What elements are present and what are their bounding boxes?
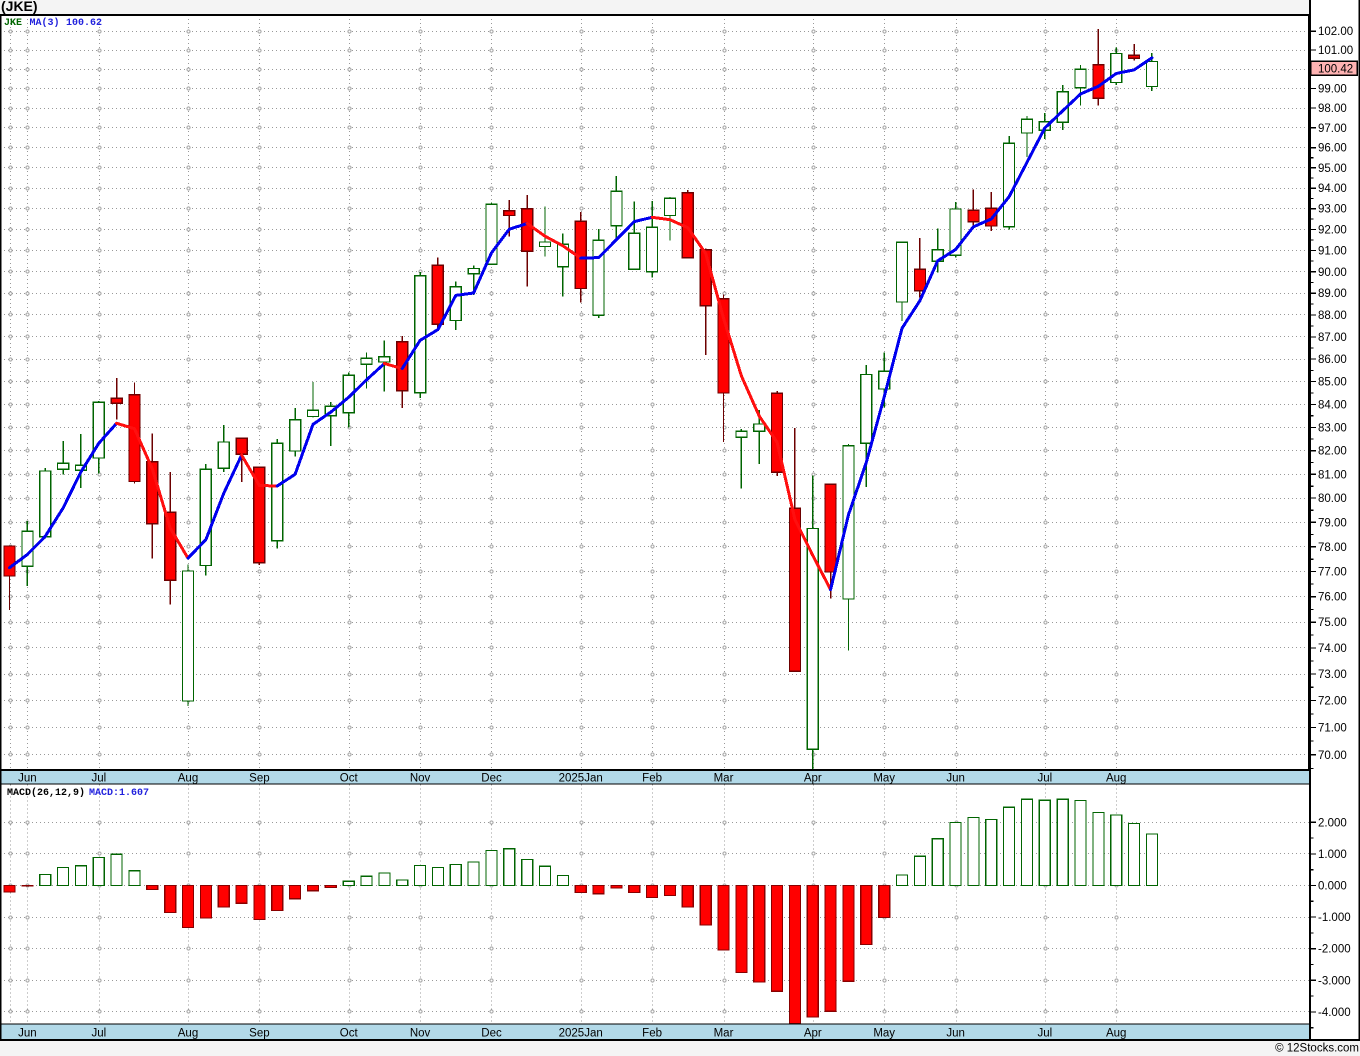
svg-text:May: May: [873, 773, 895, 785]
svg-text:JKE: JKE: [4, 18, 22, 29]
svg-text:96.00: 96.00: [1318, 143, 1347, 155]
svg-text:71.00: 71.00: [1318, 723, 1347, 735]
svg-text:73.00: 73.00: [1318, 669, 1347, 681]
svg-text:MACD(26,12,9): MACD(26,12,9): [7, 787, 85, 799]
svg-text:© 12Stocks.com: © 12Stocks.com: [1275, 1043, 1359, 1055]
svg-text:MA(3): MA(3): [30, 17, 60, 29]
svg-text:MACD:1.607: MACD:1.607: [89, 788, 149, 799]
svg-text:Jul: Jul: [91, 773, 106, 785]
svg-text:99.00: 99.00: [1318, 84, 1347, 96]
svg-text:95.00: 95.00: [1318, 163, 1347, 175]
svg-text:Aug: Aug: [1106, 773, 1126, 785]
svg-text:Dec: Dec: [481, 773, 502, 785]
svg-text:Oct: Oct: [340, 773, 359, 785]
svg-text:Nov: Nov: [410, 773, 431, 785]
svg-text:-2.000: -2.000: [1318, 944, 1351, 956]
svg-text:Jul: Jul: [1037, 1028, 1052, 1040]
svg-text:-4.000: -4.000: [1318, 1007, 1351, 1019]
svg-text:78.00: 78.00: [1318, 542, 1347, 554]
svg-text:2025Jan: 2025Jan: [559, 1028, 603, 1040]
svg-text:Sep: Sep: [249, 773, 269, 785]
svg-text:87.00: 87.00: [1318, 332, 1347, 344]
svg-text:Mar: Mar: [714, 1028, 734, 1040]
svg-text:-1.000: -1.000: [1318, 912, 1351, 924]
svg-text:74.00: 74.00: [1318, 643, 1347, 655]
svg-text:70.00: 70.00: [1318, 750, 1347, 762]
svg-text:100.62: 100.62: [66, 18, 102, 29]
svg-text:86.00: 86.00: [1318, 354, 1347, 366]
svg-text:Aug: Aug: [1106, 1028, 1126, 1040]
svg-text:83.00: 83.00: [1318, 422, 1347, 434]
svg-text:81.00: 81.00: [1318, 469, 1347, 481]
svg-text:2.000: 2.000: [1318, 817, 1347, 829]
svg-text:2025Jan: 2025Jan: [559, 773, 603, 785]
svg-text:Jun: Jun: [18, 773, 37, 785]
svg-text:82.00: 82.00: [1318, 446, 1347, 458]
svg-text:Oct: Oct: [340, 1028, 359, 1040]
svg-text:Feb: Feb: [642, 773, 662, 785]
svg-text:85.00: 85.00: [1318, 377, 1347, 389]
svg-text:77.00: 77.00: [1318, 567, 1347, 579]
svg-text:Jul: Jul: [91, 1028, 106, 1040]
svg-text:Nov: Nov: [410, 1028, 431, 1040]
svg-text:Aug: Aug: [178, 1028, 198, 1040]
svg-text:Jun: Jun: [18, 1028, 37, 1040]
svg-text:Apr: Apr: [804, 1028, 822, 1040]
svg-text:(JKE): (JKE): [1, 0, 38, 14]
svg-text:72.00: 72.00: [1318, 696, 1347, 708]
svg-text:98.00: 98.00: [1318, 103, 1347, 115]
svg-text:84.00: 84.00: [1318, 399, 1347, 411]
svg-text:93.00: 93.00: [1318, 204, 1347, 216]
svg-text:Sep: Sep: [249, 1028, 269, 1040]
svg-text:92.00: 92.00: [1318, 225, 1347, 237]
svg-text:Dec: Dec: [481, 1028, 502, 1040]
svg-text:90.00: 90.00: [1318, 267, 1347, 279]
svg-text:75.00: 75.00: [1318, 617, 1347, 629]
svg-text:102.00: 102.00: [1318, 26, 1353, 38]
svg-text:Feb: Feb: [642, 1028, 662, 1040]
svg-text:0.000: 0.000: [1318, 881, 1347, 893]
svg-text:89.00: 89.00: [1318, 288, 1347, 300]
svg-text:1.000: 1.000: [1318, 849, 1347, 861]
svg-text:91.00: 91.00: [1318, 246, 1347, 258]
svg-text:100.42: 100.42: [1318, 64, 1353, 76]
svg-text:79.00: 79.00: [1318, 517, 1347, 529]
svg-text:Jun: Jun: [946, 1028, 965, 1040]
svg-text:80.00: 80.00: [1318, 493, 1347, 505]
svg-text:Mar: Mar: [714, 773, 734, 785]
svg-text:Jun: Jun: [946, 773, 965, 785]
svg-text:76.00: 76.00: [1318, 592, 1347, 604]
svg-text:Jul: Jul: [1037, 773, 1052, 785]
svg-text:Aug: Aug: [178, 773, 198, 785]
svg-text:88.00: 88.00: [1318, 310, 1347, 322]
svg-text:97.00: 97.00: [1318, 123, 1347, 135]
svg-text:May: May: [873, 1028, 895, 1040]
svg-text:101.00: 101.00: [1318, 45, 1353, 57]
svg-text:94.00: 94.00: [1318, 183, 1347, 195]
svg-text:-3.000: -3.000: [1318, 975, 1351, 987]
svg-text:Apr: Apr: [804, 773, 822, 785]
